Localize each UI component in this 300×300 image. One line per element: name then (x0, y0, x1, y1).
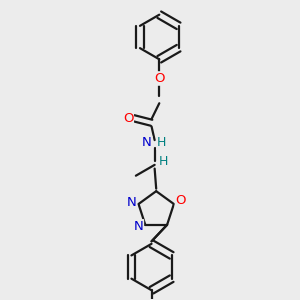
Text: O: O (123, 112, 133, 124)
Text: O: O (176, 194, 186, 207)
Text: N: N (127, 196, 136, 209)
Text: N: N (142, 136, 152, 149)
Text: N: N (134, 220, 143, 233)
Text: H: H (159, 155, 168, 168)
Text: O: O (154, 72, 164, 85)
Text: H: H (157, 136, 166, 149)
